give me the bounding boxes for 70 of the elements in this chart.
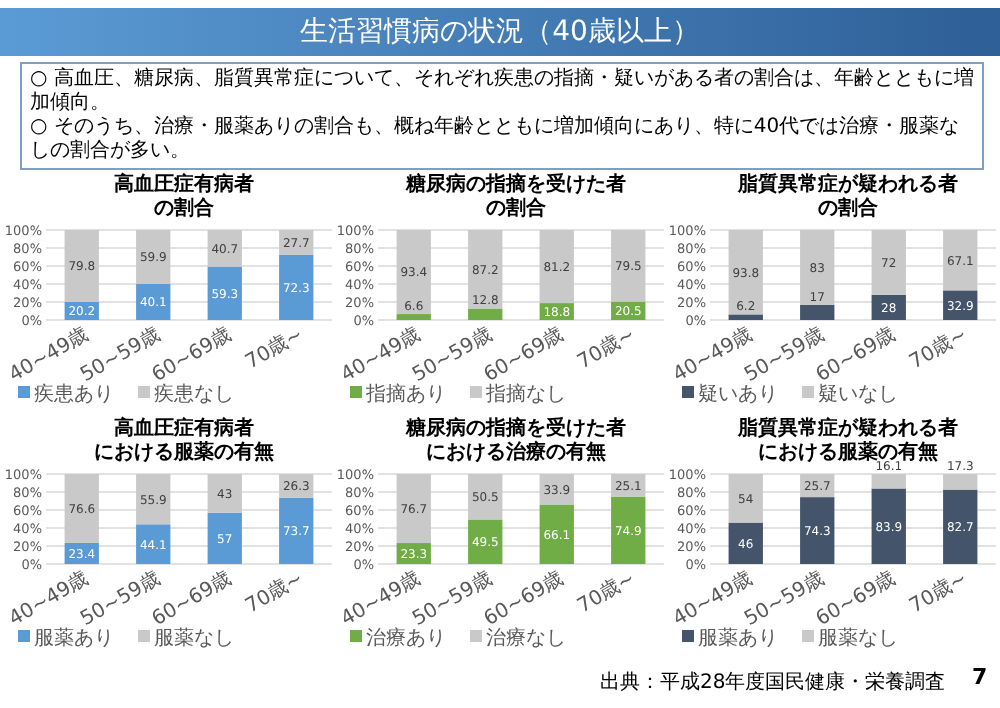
bar [136,474,171,525]
legend-label: 疑いあり [698,382,778,406]
bar [943,489,978,564]
bar [279,254,314,320]
legend-label: 疾患なし [154,382,234,406]
chart-title: 糖尿病の指摘を受けた者 [404,416,626,440]
legend-label: 服薬なし [154,626,234,650]
chart-subtitle: における治療の有無 [426,440,606,464]
bar [943,474,978,490]
bar [539,230,574,304]
x-tick-label: 70歳~ [905,322,972,375]
source-note: 出典：平成28年度国民健康・栄養調査 [600,669,946,696]
chart-subtitle: の割合 [154,196,216,220]
bar [396,314,431,320]
bar [207,230,242,267]
legend-label: 服薬あり [698,626,778,650]
chart-subtitle: の割合 [486,196,548,220]
bar [871,474,906,489]
chart-subtitle: における服薬の有無 [758,440,938,464]
bar [207,266,242,320]
bar [207,512,242,564]
legend-label: 指摘なし [484,382,566,406]
legend-label: 指摘あり [364,382,446,406]
bar [136,283,171,320]
x-tick-label: 70歳~ [241,322,308,375]
bar [611,496,646,564]
bar [800,497,835,564]
x-tick-label: 70歳~ [573,566,640,619]
bar [539,504,574,564]
chart-subtitle: の割合 [818,196,880,220]
bar [871,230,906,295]
bar [279,497,314,564]
bar [728,522,763,564]
bar [468,519,503,564]
bar [396,230,431,315]
bar [136,230,171,284]
text: 生活習慣病の状況（40歳以上） [0,8,1000,56]
legend-label: 治療なし [486,626,566,650]
legend-label: 疑いなし [818,382,898,406]
text: 7 [972,664,988,690]
bar [611,230,646,302]
bar [800,304,835,320]
chart-title: 脂質異常症が疑われる者 [736,172,958,196]
chart-title: 脂質異常症が疑われる者 [736,416,958,440]
bar [136,524,171,564]
chart-title: 高血圧症有病者 [114,172,254,196]
chart-title: 高血圧症有病者 [114,416,254,440]
bar [800,230,835,305]
legend-label: 服薬あり [34,626,114,650]
x-tick-label: 70歳~ [241,566,308,619]
x-tick-label: 70歳~ [573,322,640,375]
bar [207,474,242,513]
bar [468,474,503,520]
bar [64,230,99,302]
chart-title: 糖尿病の指摘を受けた者 [404,172,626,196]
bar [943,230,978,291]
legend-label: 治療あり [366,626,446,650]
bar [728,314,763,320]
chart-subtitle: における服薬の有無 [94,440,274,464]
bar [728,230,763,315]
bar [396,474,431,544]
x-tick-label: 70歳~ [905,566,972,619]
bar [728,474,763,523]
text: ○ そのうち、治療・服薬ありの割合も、概ね年齢とともに増加傾向にあり、特に40代では治療・服薬なしの割合が多い。 [30,116,962,164]
text: ○ 高血圧、糖尿病、脂質異常症について、それぞれ疾患の指摘・疑いがある者の割合は、年齢とともに増加傾向。 [30,68,974,115]
bar [64,474,99,543]
bar [468,308,503,320]
bar [871,488,906,564]
legend-label: 疾患あり [34,382,114,406]
legend-label: 服薬なし [818,626,898,650]
